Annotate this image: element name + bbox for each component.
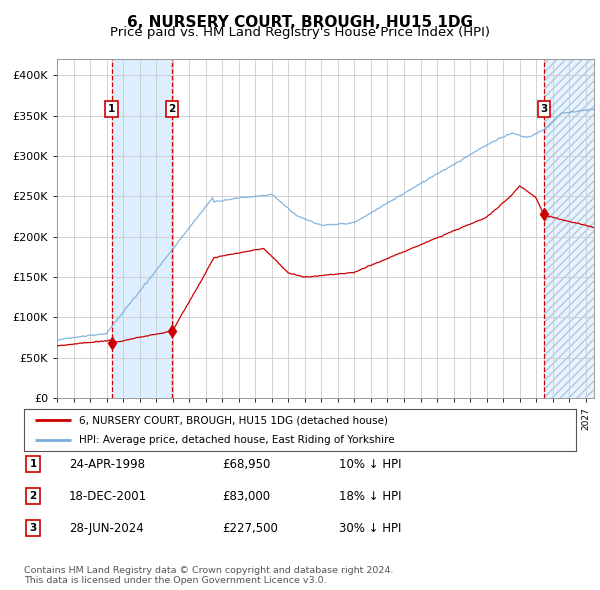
Text: 2: 2 bbox=[29, 491, 37, 501]
Bar bbox=[544, 59, 594, 398]
Text: 3: 3 bbox=[541, 104, 548, 114]
Text: 10% ↓ HPI: 10% ↓ HPI bbox=[339, 458, 401, 471]
Text: 1: 1 bbox=[108, 104, 115, 114]
Text: 24-APR-1998: 24-APR-1998 bbox=[69, 458, 145, 471]
Text: 3: 3 bbox=[29, 523, 37, 533]
Text: 6, NURSERY COURT, BROUGH, HU15 1DG: 6, NURSERY COURT, BROUGH, HU15 1DG bbox=[127, 15, 473, 30]
Text: £68,950: £68,950 bbox=[222, 458, 271, 471]
Text: 2: 2 bbox=[169, 104, 176, 114]
Text: £227,500: £227,500 bbox=[222, 522, 278, 535]
Text: 1: 1 bbox=[29, 460, 37, 469]
Text: 30% ↓ HPI: 30% ↓ HPI bbox=[339, 522, 401, 535]
Text: HPI: Average price, detached house, East Riding of Yorkshire: HPI: Average price, detached house, East… bbox=[79, 435, 395, 445]
Text: 18-DEC-2001: 18-DEC-2001 bbox=[69, 490, 147, 503]
Text: £83,000: £83,000 bbox=[222, 490, 270, 503]
Text: 6, NURSERY COURT, BROUGH, HU15 1DG (detached house): 6, NURSERY COURT, BROUGH, HU15 1DG (deta… bbox=[79, 415, 388, 425]
Text: 18% ↓ HPI: 18% ↓ HPI bbox=[339, 490, 401, 503]
Text: 28-JUN-2024: 28-JUN-2024 bbox=[69, 522, 144, 535]
Text: Contains HM Land Registry data © Crown copyright and database right 2024.
This d: Contains HM Land Registry data © Crown c… bbox=[24, 566, 394, 585]
Bar bbox=[112, 59, 172, 398]
Text: Price paid vs. HM Land Registry's House Price Index (HPI): Price paid vs. HM Land Registry's House … bbox=[110, 26, 490, 39]
